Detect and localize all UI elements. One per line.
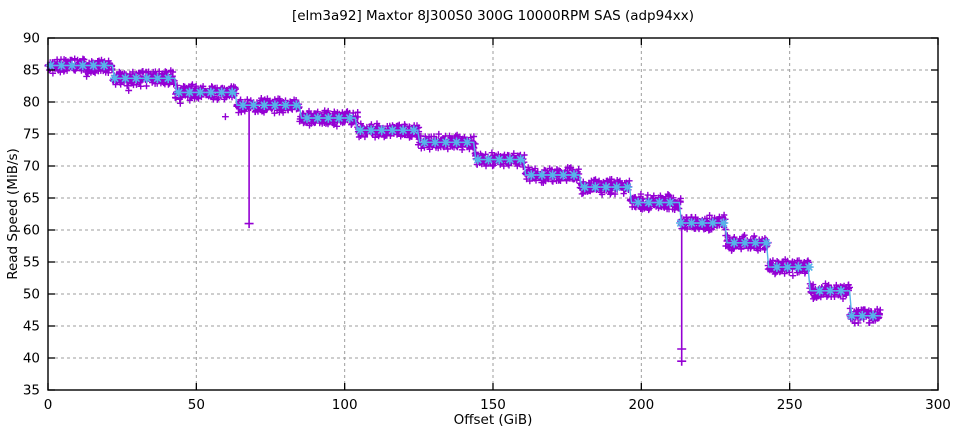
y-tick-label: 50	[23, 287, 40, 303]
chart-title: [elm3a92] Maxtor 8J300S0 300G 10000RPM S…	[292, 8, 694, 24]
x-tick-label: 200	[628, 397, 654, 413]
dropout-spikes	[244, 105, 687, 366]
y-tick-label: 65	[23, 191, 40, 207]
x-tick-label: 0	[44, 397, 53, 413]
x-axis-label: Offset (GiB)	[454, 412, 533, 428]
x-tick-label: 50	[188, 397, 205, 413]
x-tick-label: 150	[480, 397, 506, 413]
raw-samples-cloud	[44, 55, 884, 327]
average-series	[45, 60, 881, 321]
y-tick-label: 40	[23, 351, 40, 367]
average-star-markers	[45, 60, 878, 321]
x-tick-label: 250	[777, 397, 803, 413]
y-tick-label: 35	[23, 383, 40, 399]
y-tick-label: 90	[23, 31, 40, 47]
y-tick-label: 85	[23, 63, 40, 79]
axis-ticks	[47, 37, 939, 391]
y-tick-label: 55	[23, 255, 40, 271]
y-axis-label: Read Speed (MiB/s)	[5, 148, 21, 280]
axis-tick-labels: 0 50 100 150 200 250 300 35 40 45 50 55 60 65 70 75 80 85…	[23, 31, 951, 414]
y-tick-label: 75	[23, 127, 40, 143]
average-line	[48, 64, 881, 317]
y-tick-label: 60	[23, 223, 40, 239]
y-tick-label: 70	[23, 159, 40, 175]
y-tick-label: 80	[23, 95, 40, 111]
y-tick-label: 45	[23, 319, 40, 335]
x-tick-label: 300	[925, 397, 951, 413]
x-tick-label: 100	[332, 397, 358, 413]
